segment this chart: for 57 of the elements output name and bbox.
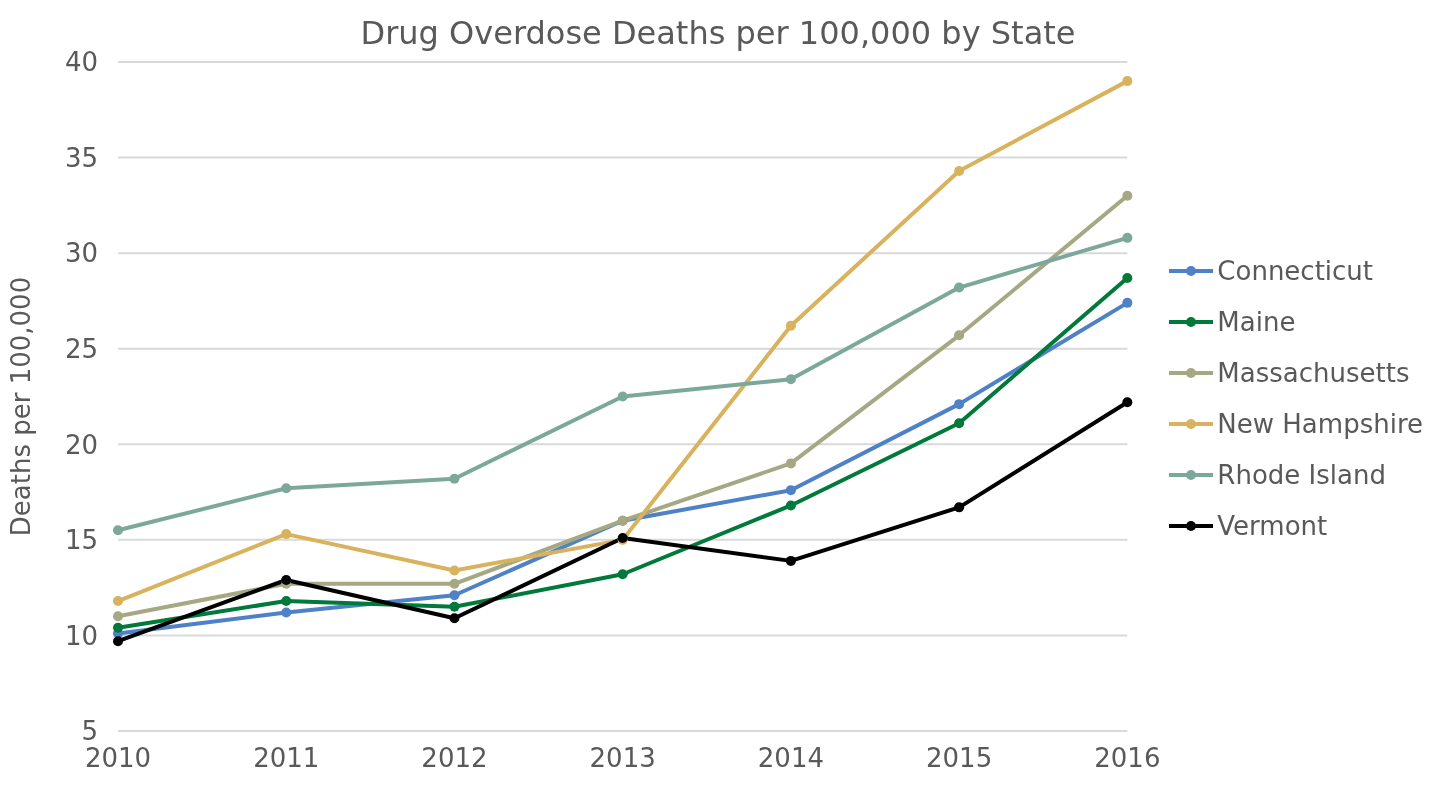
point <box>113 611 123 622</box>
point <box>954 399 965 410</box>
point <box>113 622 123 633</box>
x-tick-label: 2012 <box>421 743 488 774</box>
point <box>1122 232 1133 243</box>
point <box>449 565 460 576</box>
point <box>281 575 292 585</box>
point <box>1122 76 1133 87</box>
x-tick-label: 2015 <box>926 743 993 774</box>
point <box>785 500 796 511</box>
point <box>954 418 965 429</box>
legend-label: New Hampshire <box>1217 409 1423 439</box>
y-tick-label: 25 <box>64 333 98 364</box>
point <box>449 590 460 601</box>
point <box>1122 272 1133 283</box>
y-axis-title: Deaths per 100,000 <box>6 276 37 537</box>
point <box>113 636 123 647</box>
point <box>954 282 965 293</box>
point <box>1122 190 1133 201</box>
legend-label: Rhode Island <box>1217 460 1386 490</box>
x-tick-label: 2014 <box>757 743 824 774</box>
y-tick-label: 20 <box>64 429 98 460</box>
point <box>617 391 628 402</box>
point <box>281 607 292 618</box>
legend-label: Connecticut <box>1217 256 1374 286</box>
point <box>954 165 965 176</box>
point <box>785 555 796 566</box>
x-tick-label: 2011 <box>253 743 320 774</box>
point <box>785 374 796 385</box>
y-tick-label: 40 <box>64 47 98 78</box>
point <box>449 601 460 612</box>
point <box>281 596 292 607</box>
chart-title: Drug Overdose Deaths per 100,000 by State <box>360 14 1076 52</box>
point <box>449 578 460 589</box>
point <box>785 320 796 331</box>
y-tick-label: 15 <box>64 525 98 556</box>
y-tick-label: 35 <box>64 142 98 173</box>
point <box>785 458 796 469</box>
point <box>281 529 292 540</box>
y-tick-label: 10 <box>64 620 98 651</box>
legend-label: Vermont <box>1217 511 1328 541</box>
point <box>1122 297 1133 308</box>
point <box>954 502 965 513</box>
legend-label: Massachusetts <box>1217 358 1410 388</box>
point <box>449 473 460 484</box>
point <box>449 613 460 624</box>
point <box>113 525 123 536</box>
x-tick-label: 2013 <box>589 743 656 774</box>
point <box>617 569 628 580</box>
x-tick-label: 2016 <box>1094 743 1161 774</box>
legend-label: Maine <box>1217 307 1296 337</box>
point <box>113 596 123 607</box>
point <box>785 485 796 496</box>
y-tick-label: 30 <box>64 238 98 269</box>
point <box>954 330 965 341</box>
point <box>1122 397 1133 408</box>
point <box>281 483 292 494</box>
